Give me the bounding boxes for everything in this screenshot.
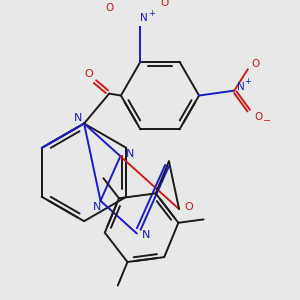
Text: O: O [252, 59, 260, 69]
Text: N: N [142, 230, 151, 240]
Text: N: N [237, 82, 245, 92]
Text: O: O [105, 3, 113, 13]
Text: O: O [161, 0, 169, 8]
Text: O: O [84, 69, 93, 79]
Text: N: N [74, 113, 82, 123]
Text: N: N [126, 149, 134, 159]
Text: +: + [244, 77, 251, 86]
Text: N: N [140, 13, 148, 23]
Text: O: O [184, 202, 193, 212]
Text: O: O [254, 112, 263, 122]
Text: +: + [148, 9, 154, 18]
Text: −: − [263, 116, 272, 126]
Text: N: N [92, 202, 101, 212]
Text: −: − [169, 0, 177, 5]
